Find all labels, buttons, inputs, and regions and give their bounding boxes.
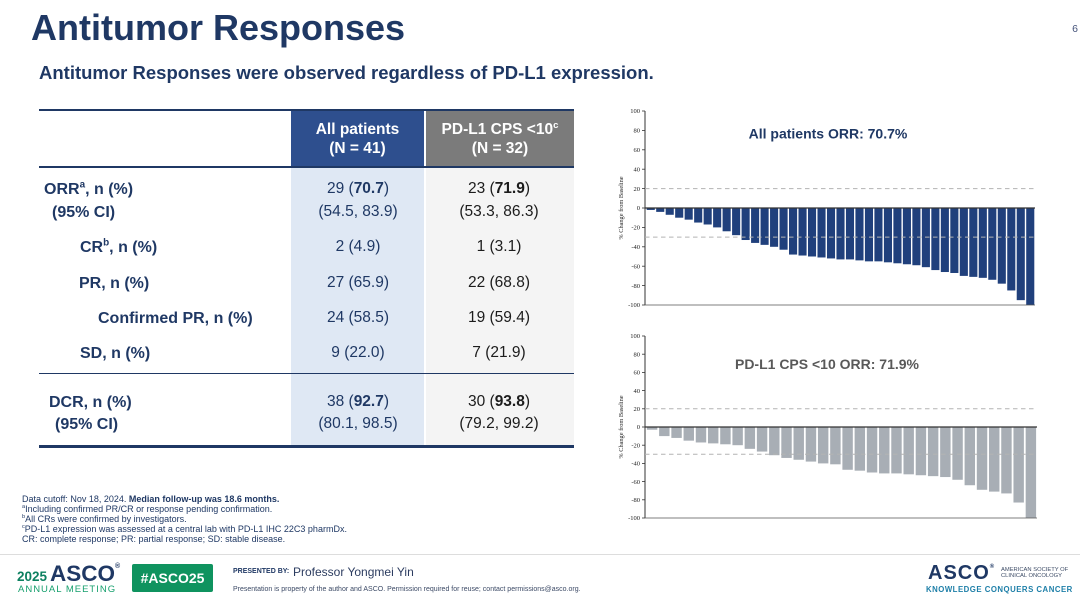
svg-text:-80: -80 <box>631 497 640 504</box>
svg-text:-60: -60 <box>631 479 640 486</box>
svg-text:20: 20 <box>634 186 641 193</box>
svg-text:-80: -80 <box>631 283 640 290</box>
svg-text:40: 40 <box>634 166 641 173</box>
svg-text:-20: -20 <box>631 225 640 232</box>
svg-text:-100: -100 <box>628 302 640 309</box>
svg-text:-40: -40 <box>631 461 640 468</box>
svg-text:-40: -40 <box>631 244 640 251</box>
svg-text:-60: -60 <box>631 263 640 270</box>
svg-text:100: 100 <box>630 333 640 340</box>
svg-text:80: 80 <box>634 351 641 358</box>
svg-text:-100: -100 <box>628 515 640 522</box>
svg-text:0: 0 <box>637 205 640 212</box>
svg-text:60: 60 <box>634 370 641 377</box>
svg-text:80: 80 <box>634 128 641 135</box>
svg-text:-20: -20 <box>631 442 640 449</box>
svg-text:% Change from Baseline: % Change from Baseline <box>618 395 625 458</box>
svg-text:40: 40 <box>634 388 641 395</box>
svg-text:20: 20 <box>634 406 641 413</box>
svg-text:% Change from Baseline: % Change from Baseline <box>618 176 625 239</box>
svg-text:PD-L1 CPS <10 ORR: 71.9%: PD-L1 CPS <10 ORR: 71.9% <box>735 356 920 372</box>
svg-text:0: 0 <box>637 424 640 431</box>
svg-text:All patients ORR: 70.7%: All patients ORR: 70.7% <box>749 126 908 142</box>
svg-text:100: 100 <box>630 108 640 115</box>
svg-text:60: 60 <box>634 147 641 154</box>
